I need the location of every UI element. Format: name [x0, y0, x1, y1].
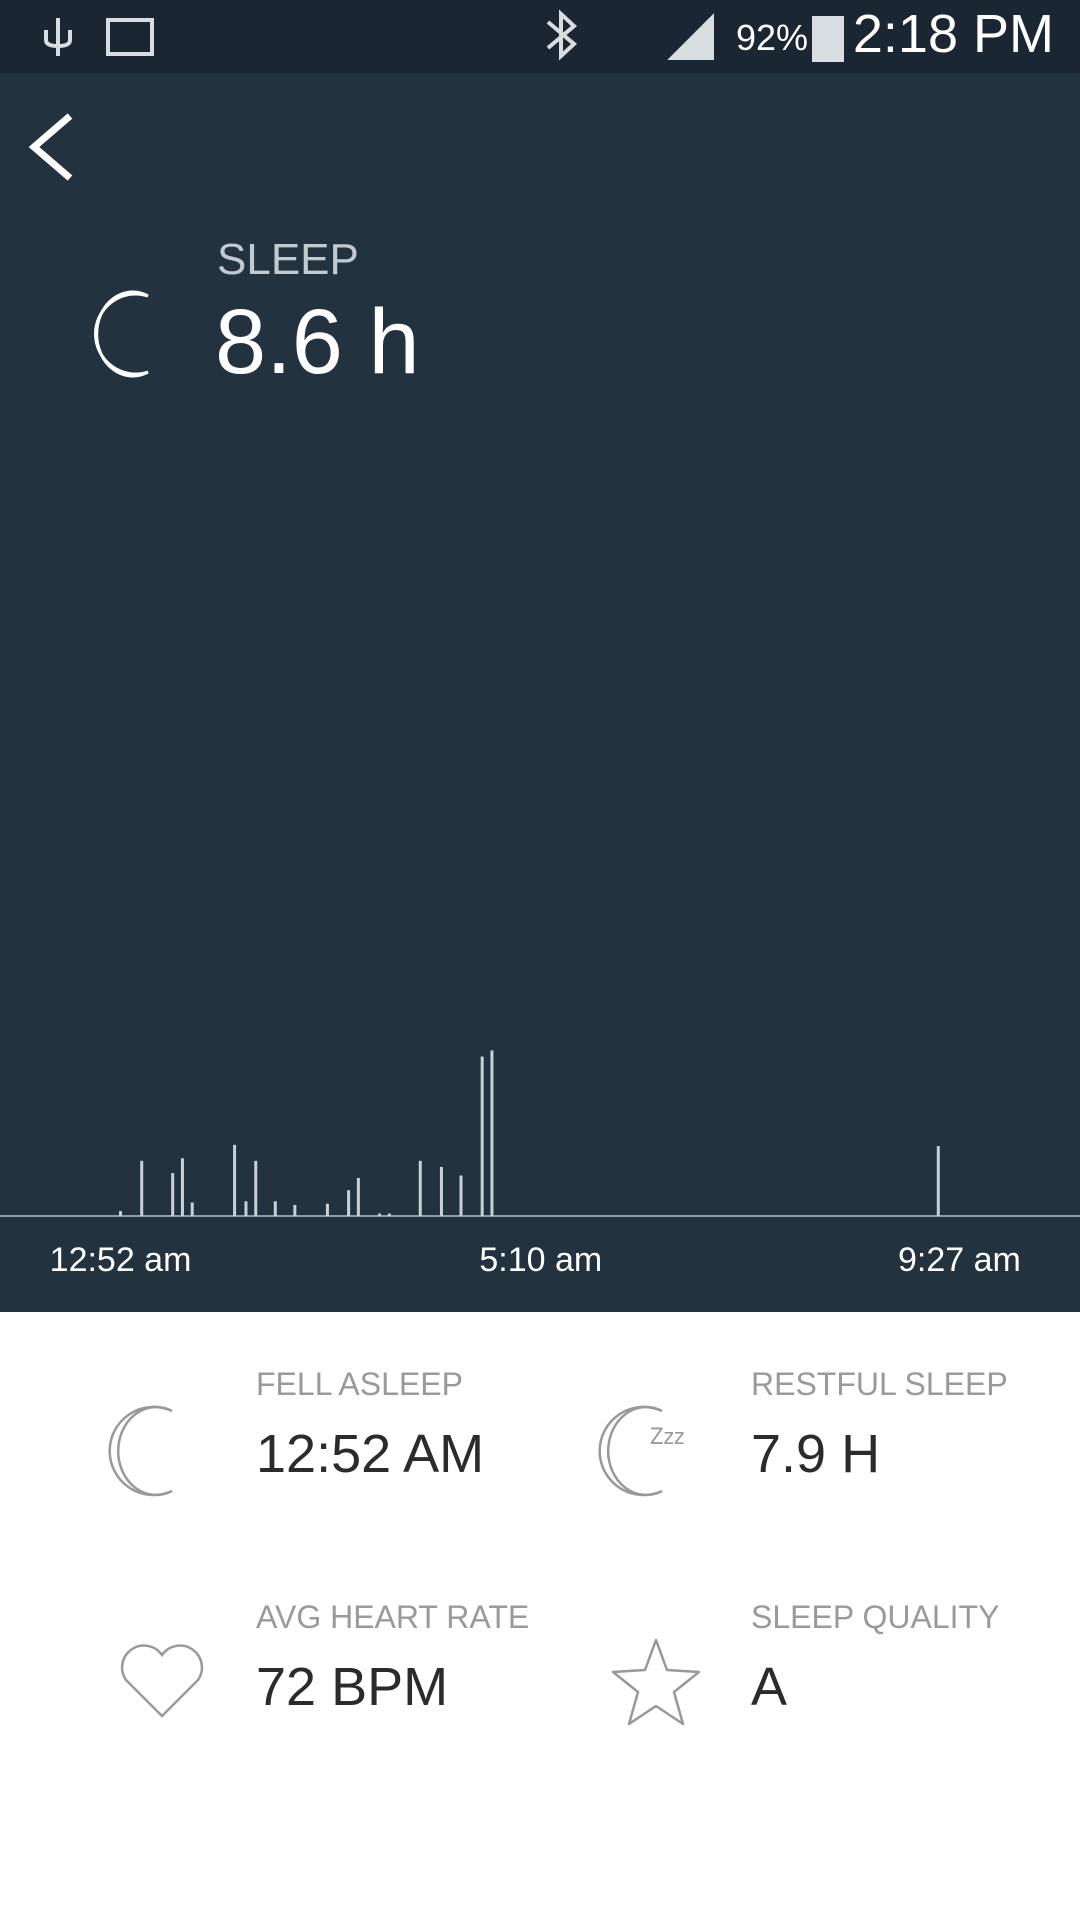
stat-value: 12:52 AM: [256, 1424, 484, 1484]
bar: [119, 1211, 123, 1216]
bar: [244, 1201, 248, 1216]
bar: [418, 1160, 422, 1216]
x-tick-label: 9:27 am: [898, 1241, 1021, 1279]
sleep-chart: 12:52 am 5:10 am 9:27 am: [50, 1050, 1021, 1279]
status-bar: [0, 0, 1080, 73]
heart-icon: [120, 1644, 204, 1718]
status-icons: [44, 9, 844, 62]
bar: [293, 1204, 297, 1216]
moon-icon: [108, 1405, 173, 1497]
bar: [190, 1202, 194, 1216]
bar: [233, 1144, 237, 1216]
bar: [439, 1166, 443, 1216]
bar: [480, 1056, 484, 1216]
clock: 2:18 PM: [853, 4, 1054, 64]
stat-value: 72 BPM: [256, 1657, 448, 1717]
zzz-glyph: Zzz: [650, 1425, 684, 1450]
stat-label: FELL ASLEEP: [256, 1366, 463, 1402]
stat-value: 7.9 H: [751, 1424, 880, 1484]
moon-icon: [94, 290, 149, 378]
dark-panel: [0, 0, 1080, 1312]
bar: [387, 1213, 391, 1216]
bar: [347, 1190, 351, 1216]
bar: [171, 1173, 175, 1216]
restful-icon: [598, 1405, 663, 1497]
bar: [325, 1203, 329, 1216]
back-button[interactable]: [28, 113, 73, 181]
bar: [273, 1201, 277, 1216]
header-label: SLEEP: [217, 235, 359, 284]
stats-grid: FELL ASLEEP 12:52 AM RESTFUL SLEEP 7.9 H AVG…: [256, 1366, 1008, 1717]
bar: [180, 1158, 184, 1216]
x-tick-label: 5:10 am: [479, 1241, 602, 1279]
stat-label: RESTFUL SLEEP: [751, 1366, 1008, 1402]
stat-value: A: [751, 1657, 787, 1717]
bar: [459, 1175, 463, 1216]
header-value: 8.6 h: [215, 291, 420, 393]
bar: [490, 1050, 494, 1216]
bar: [356, 1177, 360, 1216]
bar: [378, 1213, 382, 1216]
stat-icons: Zzz: [108, 1405, 701, 1726]
bar: [936, 1146, 940, 1216]
stat-label: AVG HEART RATE: [256, 1599, 529, 1635]
stat-label: SLEEP QUALITY: [751, 1599, 999, 1635]
star-icon: [611, 1638, 701, 1726]
x-tick-label: 12:52 am: [50, 1241, 192, 1279]
bar: [140, 1160, 144, 1216]
bar: [254, 1160, 258, 1216]
battery-percent: 92%: [736, 17, 808, 58]
